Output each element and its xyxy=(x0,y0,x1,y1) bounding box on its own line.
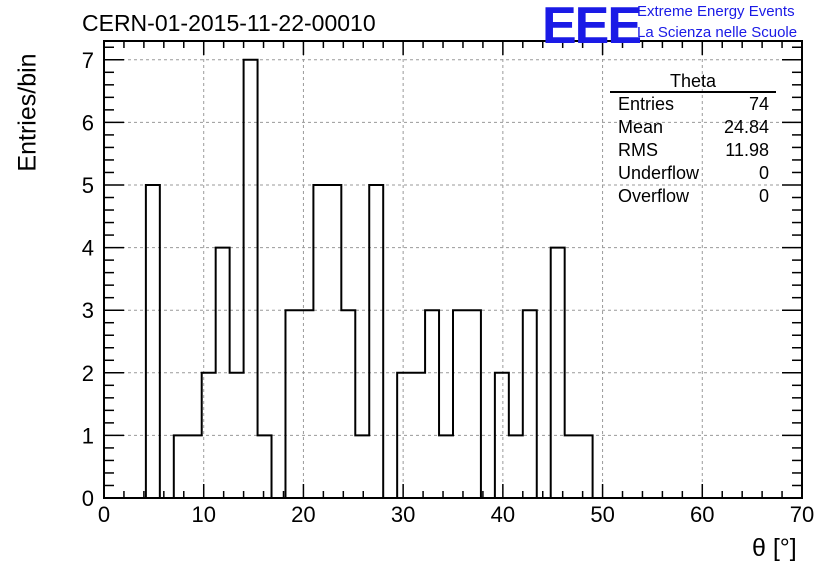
histogram-bars xyxy=(144,58,594,499)
x-axis-label: θ [°] xyxy=(752,534,797,562)
histogram-bin xyxy=(509,435,523,498)
plot-border xyxy=(103,40,803,499)
stats-value: 0 xyxy=(758,186,769,206)
stats-row: Overflow 0 xyxy=(610,185,776,208)
stats-value: 11.98 xyxy=(725,140,769,160)
logo-line-2: La Scienza nelle Scuole xyxy=(637,24,798,41)
x-tick-label: 40 xyxy=(491,502,515,527)
stats-box: Theta Entries 74 Mean 24.84 RMS 11.98 Un… xyxy=(610,71,776,208)
plot-frame xyxy=(103,40,803,499)
y-tick-label: 5 xyxy=(82,173,94,198)
histogram-bin xyxy=(369,185,383,498)
histogram-bin xyxy=(299,310,313,498)
histogram-bin xyxy=(258,435,272,498)
x-tick-label: 50 xyxy=(590,502,614,527)
axis-ticks xyxy=(103,41,803,499)
y-tick-label: 1 xyxy=(82,423,94,448)
histogram-bin xyxy=(523,310,537,498)
histogram-bin xyxy=(453,310,467,498)
histogram-bin xyxy=(467,310,481,498)
histogram-bin xyxy=(327,185,341,498)
stats-label: Underflow xyxy=(618,163,700,183)
histogram-bin xyxy=(425,310,439,498)
y-tick-label: 6 xyxy=(82,110,94,135)
stats-label: Mean xyxy=(618,117,664,137)
histogram-bin xyxy=(579,435,593,498)
y-tick-label: 7 xyxy=(82,48,94,73)
y-tick-label: 3 xyxy=(82,298,94,323)
histogram-bin xyxy=(341,310,355,498)
histogram-bin xyxy=(216,248,230,498)
stats-box-title: Theta xyxy=(610,71,776,93)
stats-value: 74 xyxy=(748,94,769,114)
y-tick-label: 0 xyxy=(82,486,94,511)
stats-label: Entries xyxy=(618,94,675,114)
tick-labels: 0 10 20 30 40 50 60 70 0 1 2 3 4 5 6 7 xyxy=(82,48,814,527)
histogram-outline xyxy=(144,58,594,499)
x-tick-label: 30 xyxy=(391,502,415,527)
histogram-bin xyxy=(565,435,579,498)
histogram-bin xyxy=(244,60,258,498)
histogram-bin xyxy=(146,185,160,498)
histogram-bin xyxy=(313,185,327,498)
stats-value: 0 xyxy=(758,163,769,183)
stats-label: RMS xyxy=(618,140,658,160)
x-tick-label: 60 xyxy=(690,502,714,527)
histogram-bin xyxy=(355,435,369,498)
y-axis-label: Entries/bin xyxy=(13,53,42,172)
x-tick-label: 70 xyxy=(790,502,814,527)
x-tick-label: 20 xyxy=(291,502,315,527)
stats-row: RMS 11.98 xyxy=(610,139,776,162)
stats-row: Underflow 0 xyxy=(610,162,776,185)
histogram-bin xyxy=(439,435,453,498)
stats-value: 24.84 xyxy=(723,117,769,137)
stats-label: Overflow xyxy=(618,186,690,206)
x-tick-label: 0 xyxy=(98,502,110,527)
stats-row: Entries 74 xyxy=(610,93,776,116)
chart-title: CERN-01-2015-11-22-00010 xyxy=(82,10,376,36)
y-tick-label: 4 xyxy=(82,236,94,261)
eee-logo: EEE xyxy=(542,0,642,55)
stats-row: Mean 24.84 xyxy=(610,116,776,139)
y-tick-label: 2 xyxy=(82,361,94,386)
histogram-bin xyxy=(174,435,188,498)
x-tick-label: 10 xyxy=(191,502,215,527)
histogram-bin xyxy=(285,310,299,498)
logo-line-1: Extreme Energy Events xyxy=(637,3,795,20)
histogram-bin xyxy=(188,435,202,498)
